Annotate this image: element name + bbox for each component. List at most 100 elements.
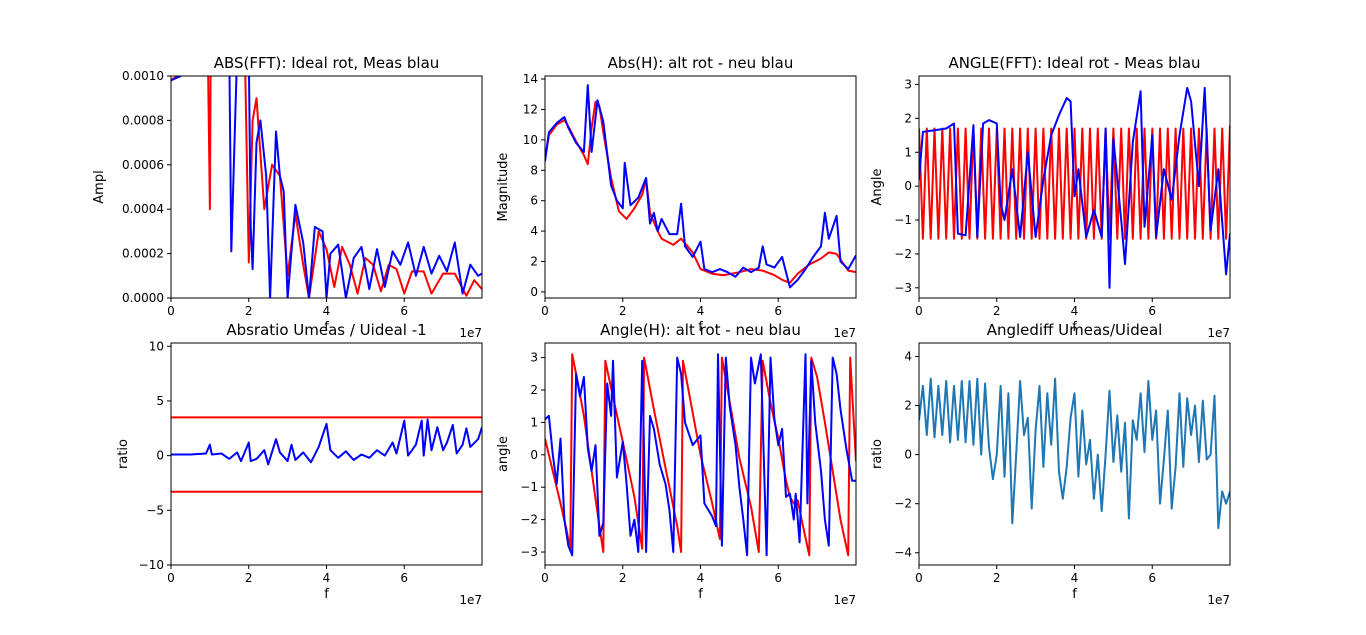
x-tick-label: 6 xyxy=(1148,304,1156,318)
x-tick-label: 6 xyxy=(774,571,782,585)
y-tick-label: −3 xyxy=(520,545,538,559)
y-tick-label: −10 xyxy=(139,558,164,572)
x-tick-label: 4 xyxy=(323,304,331,318)
x-axis-label: f xyxy=(324,320,329,335)
plot-area xyxy=(545,84,856,289)
x-tick-label: 6 xyxy=(400,304,408,318)
y-tick-label: 10 xyxy=(149,339,164,353)
y-tick-label: 1 xyxy=(904,145,912,159)
x-tick-label: 4 xyxy=(323,571,331,585)
y-tick-label: −5 xyxy=(146,503,164,517)
y-tick-label: 2 xyxy=(530,255,538,269)
y-tick-label: 3 xyxy=(530,351,538,365)
y-tick-label: −2 xyxy=(894,497,912,511)
x-tick-label: 4 xyxy=(1071,571,1079,585)
x-tick-label: 4 xyxy=(1071,304,1079,318)
y-tick-label: 4 xyxy=(530,224,538,238)
series-line-2 xyxy=(545,84,856,289)
y-tick-label: 2 xyxy=(904,111,912,125)
y-axis-label: ratio xyxy=(116,439,131,469)
series-line-3 xyxy=(171,418,482,466)
x-tick-label: 4 xyxy=(697,304,705,318)
y-tick-label: −2 xyxy=(894,247,912,261)
subplot-3: 0 2 4 6 −3 −2 −1 0 1 2 3 ANGLE(FFT): Ideal rot - Me… xyxy=(870,54,1231,340)
series-line-1 xyxy=(919,377,1230,530)
y-tick-label: 0 xyxy=(530,448,538,462)
x-tick-label: 2 xyxy=(619,571,627,585)
y-tick-label: −2 xyxy=(520,513,538,527)
y-tick-label: 0 xyxy=(904,448,912,462)
y-axis-label: Magnitude xyxy=(496,153,511,222)
series-line-1 xyxy=(171,76,482,298)
x-tick-label: 0 xyxy=(541,571,549,585)
y-tick-label: 0.0004 xyxy=(122,202,164,216)
subplot-5: 0 2 4 6 −3 −2 −1 0 1 2 3 Angle(H): alt rot - neu bl… xyxy=(496,321,857,607)
y-tick-label: 12 xyxy=(523,102,538,116)
x-tick-label: 0 xyxy=(167,304,175,318)
series-line-1 xyxy=(919,125,1230,240)
plot-area xyxy=(545,353,856,557)
x-tick-label: 6 xyxy=(774,304,782,318)
y-tick-label: 5 xyxy=(156,394,164,408)
x-offset-label: 1e7 xyxy=(1207,326,1230,340)
x-offset-label: 1e7 xyxy=(1207,593,1230,607)
y-tick-label: 1 xyxy=(530,415,538,429)
y-tick-label: 2 xyxy=(530,383,538,397)
y-tick-label: 0.0008 xyxy=(122,113,164,127)
x-tick-label: 2 xyxy=(245,571,253,585)
y-tick-label: 0.0002 xyxy=(122,247,164,261)
plot-area xyxy=(919,86,1230,289)
x-axis-label: f xyxy=(1072,587,1077,602)
x-tick-label: 0 xyxy=(915,304,923,318)
subplot-title: ANGLE(FFT): Ideal rot - Meas blau xyxy=(948,54,1200,72)
y-tick-label: 6 xyxy=(530,194,538,208)
x-tick-label: 0 xyxy=(915,571,923,585)
x-tick-label: 2 xyxy=(993,304,1001,318)
y-tick-label: 0 xyxy=(530,285,538,299)
y-tick-label: −1 xyxy=(894,213,912,227)
subplot-title: Abs(H): alt rot - neu blau xyxy=(608,54,794,72)
x-tick-label: 2 xyxy=(245,304,253,318)
y-tick-label: 14 xyxy=(523,72,538,86)
series-line-2 xyxy=(545,353,856,557)
plot-area xyxy=(171,416,482,493)
y-tick-label: 0 xyxy=(156,449,164,463)
subplot-title: Anglediff Umeas/Uideal xyxy=(987,321,1163,339)
series-line-2 xyxy=(171,76,482,298)
y-tick-label: 2 xyxy=(904,399,912,413)
plot-area xyxy=(919,377,1230,530)
subplot-1: 0 2 4 6 0.0000 0.0002 0.0004 0.0006 0.0008 0.0010… xyxy=(92,54,483,340)
x-axis-label: f xyxy=(698,320,703,335)
series-line-2 xyxy=(919,86,1230,289)
x-offset-label: 1e7 xyxy=(459,326,482,340)
x-axis-label: f xyxy=(324,587,329,602)
subplot-title: Absratio Umeas / Uideal -1 xyxy=(226,321,426,339)
x-tick-label: 0 xyxy=(541,304,549,318)
x-offset-label: 1e7 xyxy=(833,593,856,607)
y-tick-label: 0.0010 xyxy=(122,69,164,83)
x-tick-label: 2 xyxy=(619,304,627,318)
x-tick-label: 6 xyxy=(1148,571,1156,585)
y-axis-label: ratio xyxy=(870,439,885,469)
y-tick-label: 0 xyxy=(904,179,912,193)
x-tick-label: 6 xyxy=(400,571,408,585)
x-tick-label: 2 xyxy=(993,571,1001,585)
y-tick-label: −3 xyxy=(894,281,912,295)
y-axis-label: Ampl xyxy=(92,170,107,203)
subplot-title: ABS(FFT): Ideal rot, Meas blau xyxy=(214,54,440,72)
y-tick-label: 3 xyxy=(904,77,912,91)
y-tick-label: 0.0000 xyxy=(122,291,164,305)
x-axis-label: f xyxy=(1072,320,1077,335)
y-axis-label: Angle xyxy=(870,169,885,206)
y-tick-label: −1 xyxy=(520,480,538,494)
y-tick-label: 8 xyxy=(530,163,538,177)
x-offset-label: 1e7 xyxy=(459,593,482,607)
plot-area xyxy=(171,76,482,298)
y-tick-label: 4 xyxy=(904,349,912,363)
x-axis-label: f xyxy=(698,587,703,602)
y-tick-label: −4 xyxy=(894,546,912,560)
x-tick-label: 4 xyxy=(697,571,705,585)
x-tick-label: 0 xyxy=(167,571,175,585)
